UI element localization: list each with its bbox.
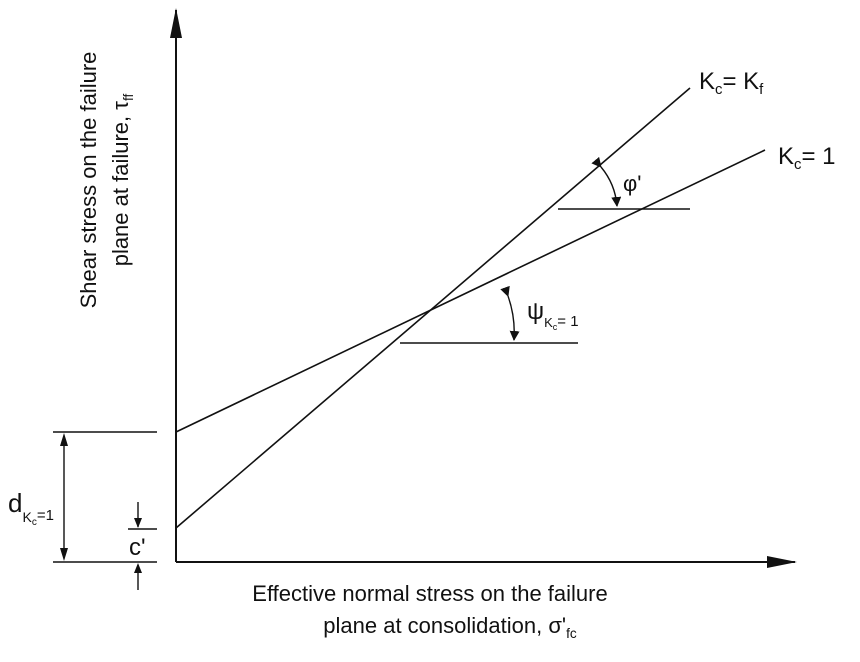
y-axis-label-text: plane at failure, τ <box>108 101 133 267</box>
label-psi: ψKc= 1 <box>527 300 579 332</box>
d-sub-c: c <box>31 517 37 528</box>
label-kc-equals-1: Kc= 1 <box>778 145 835 173</box>
label-sub-f: f <box>759 82 764 99</box>
y-axis-label: Shear stress on the failure plane at fai… <box>73 30 145 330</box>
psi-angle-marker <box>400 285 578 344</box>
y-axis-label-sub: ff <box>120 93 136 102</box>
label-k: K <box>778 143 795 170</box>
d-sub-k: K <box>22 509 32 525</box>
label-rest: = 1 <box>801 143 836 170</box>
phi-angle-marker <box>558 156 690 210</box>
x-axis-label-line2: plane at consolidation, σ'fc <box>0 610 860 650</box>
label-k: K <box>699 68 716 95</box>
label-c-prime: c' <box>129 534 146 561</box>
d-symbol: d <box>8 488 23 518</box>
psi-sub-rest: = 1 <box>557 313 579 330</box>
x-axis-label-sub: fc <box>566 625 577 641</box>
label-d-kc-1: dKc=1 <box>8 490 54 528</box>
y-axis-label-line1: Shear stress on the failure <box>76 51 101 309</box>
c-intercept-dimension <box>128 502 157 590</box>
d-intercept-dimension <box>53 431 157 563</box>
y-axis-label-line2: plane at failure, τff <box>105 30 145 330</box>
label-sub-c: c <box>794 157 802 174</box>
line-kc-equals-kf <box>175 87 691 529</box>
x-axis-label: Effective normal stress on the failure p… <box>0 578 860 650</box>
x-axis-label-text: plane at consolidation, σ' <box>323 613 567 638</box>
psi-symbol: ψ <box>527 298 545 325</box>
x-axis-label-line1: Effective normal stress on the failure <box>252 581 608 606</box>
label-sub-c: c <box>715 82 723 99</box>
psi-sub-c: c <box>552 322 558 332</box>
psi-sub-k: K <box>544 315 553 330</box>
line-kc-equals-1 <box>175 149 766 433</box>
d-sub-rest: =1 <box>36 507 54 524</box>
label-rest: = K <box>722 68 760 95</box>
label-kc-equals-kf: Kc= Kf <box>699 70 763 98</box>
label-phi-prime: φ' <box>623 171 642 196</box>
